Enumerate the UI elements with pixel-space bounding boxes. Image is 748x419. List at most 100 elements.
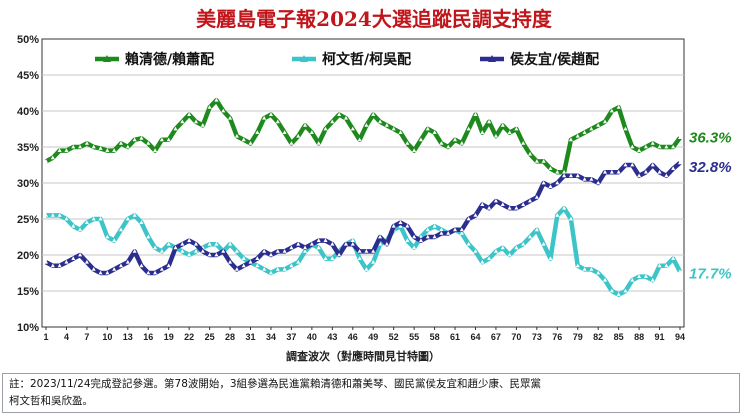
x-tick-label: 88 (634, 332, 644, 342)
data-point (275, 267, 280, 271)
legend-marker (300, 55, 308, 62)
data-point (405, 141, 410, 145)
data-point (139, 263, 144, 268)
data-point (330, 119, 335, 124)
data-point (657, 144, 662, 149)
data-point (173, 245, 178, 250)
data-point (221, 108, 226, 113)
data-point (330, 256, 335, 260)
data-point (357, 137, 362, 142)
data-point (439, 231, 444, 235)
data-point (200, 123, 205, 127)
footnote-line-1: 註：2023/11/24完成登記參選。第78波開始，3組參選為民進黨賴清德和蕭美… (9, 378, 542, 390)
data-point (425, 227, 430, 232)
data-point (507, 130, 512, 134)
data-point (541, 241, 546, 246)
data-point (637, 148, 642, 152)
data-point (453, 227, 458, 232)
x-tick-label: 58 (430, 332, 440, 342)
legend-item-3: 侯友宜/侯趙配 (480, 51, 599, 68)
data-point (548, 256, 553, 260)
data-point (207, 252, 212, 257)
legend-label: 柯文哲/柯吳配 (322, 51, 411, 68)
data-point (64, 216, 69, 221)
data-point (418, 234, 423, 239)
data-point (473, 249, 478, 253)
data-point (480, 130, 485, 134)
data-point (412, 245, 417, 250)
series-1 (44, 97, 682, 175)
y-axis-ticks: 10% 15% 20% 25% 30% 35% 40% 45% 50% (17, 34, 39, 334)
x-tick-label: 64 (470, 332, 480, 342)
data-point (671, 144, 676, 149)
data-point (630, 277, 635, 282)
data-point (589, 267, 594, 271)
x-tick-label: 82 (593, 332, 603, 342)
data-point (228, 259, 233, 264)
data-point (330, 241, 335, 246)
data-point (405, 223, 410, 228)
data-point (241, 256, 246, 260)
data-point (432, 223, 437, 228)
data-point (398, 223, 403, 228)
data-point (357, 249, 362, 253)
footnote-box: 註：2023/11/24完成登記參選。第78波開始，3組參選為民進黨賴清德和蕭美… (2, 373, 740, 413)
data-point (337, 252, 342, 257)
data-point (596, 123, 601, 127)
x-tick-label: 79 (573, 332, 583, 342)
y-tick-label: 10% (17, 322, 39, 334)
data-point (446, 144, 451, 149)
data-point (50, 213, 55, 217)
data-point (132, 137, 137, 142)
data-point (562, 173, 567, 178)
legend-label: 賴清德/賴蕭配 (125, 51, 214, 68)
data-point (603, 169, 608, 174)
data-point (255, 263, 260, 268)
series-line (44, 161, 682, 276)
data-point (146, 270, 151, 275)
data-point (132, 213, 137, 217)
data-point (98, 216, 103, 221)
data-point (105, 148, 110, 152)
data-point (432, 234, 437, 239)
data-point (44, 159, 48, 163)
series-line (44, 97, 682, 175)
data-point (616, 292, 621, 296)
data-point (637, 173, 642, 178)
y-tick-label: 40% (17, 106, 39, 118)
data-point (459, 231, 464, 235)
data-point (534, 227, 539, 232)
data-point (664, 173, 669, 178)
data-point (534, 159, 539, 163)
data-point (425, 126, 430, 131)
data-point (309, 241, 314, 246)
data-point (78, 227, 83, 232)
data-point (91, 144, 96, 149)
x-tick-label: 61 (450, 332, 460, 342)
data-point (630, 144, 635, 149)
x-tick-label: 94 (675, 332, 685, 342)
data-point (64, 148, 69, 152)
data-point (268, 270, 273, 275)
data-point (125, 144, 130, 149)
data-point (609, 288, 614, 293)
data-point (50, 263, 55, 268)
data-point (262, 249, 267, 253)
line-chart: 美麗島電子報2024大選追蹤民調支持度 10% 15% 20% 25% 30% 35% 40… (17, 7, 732, 363)
data-point (337, 112, 342, 116)
data-point (234, 249, 239, 253)
data-point (439, 227, 444, 232)
data-point (303, 245, 308, 250)
data-point (664, 263, 669, 268)
x-tick-label: 55 (409, 332, 419, 342)
data-point (405, 238, 410, 242)
data-point (637, 274, 642, 278)
data-point (384, 241, 389, 246)
data-point (623, 126, 628, 131)
data-point (412, 148, 417, 152)
data-point (187, 238, 192, 242)
data-point (507, 205, 512, 210)
x-tick-label: 40 (307, 332, 317, 342)
data-point (214, 97, 219, 102)
data-point (371, 259, 376, 264)
